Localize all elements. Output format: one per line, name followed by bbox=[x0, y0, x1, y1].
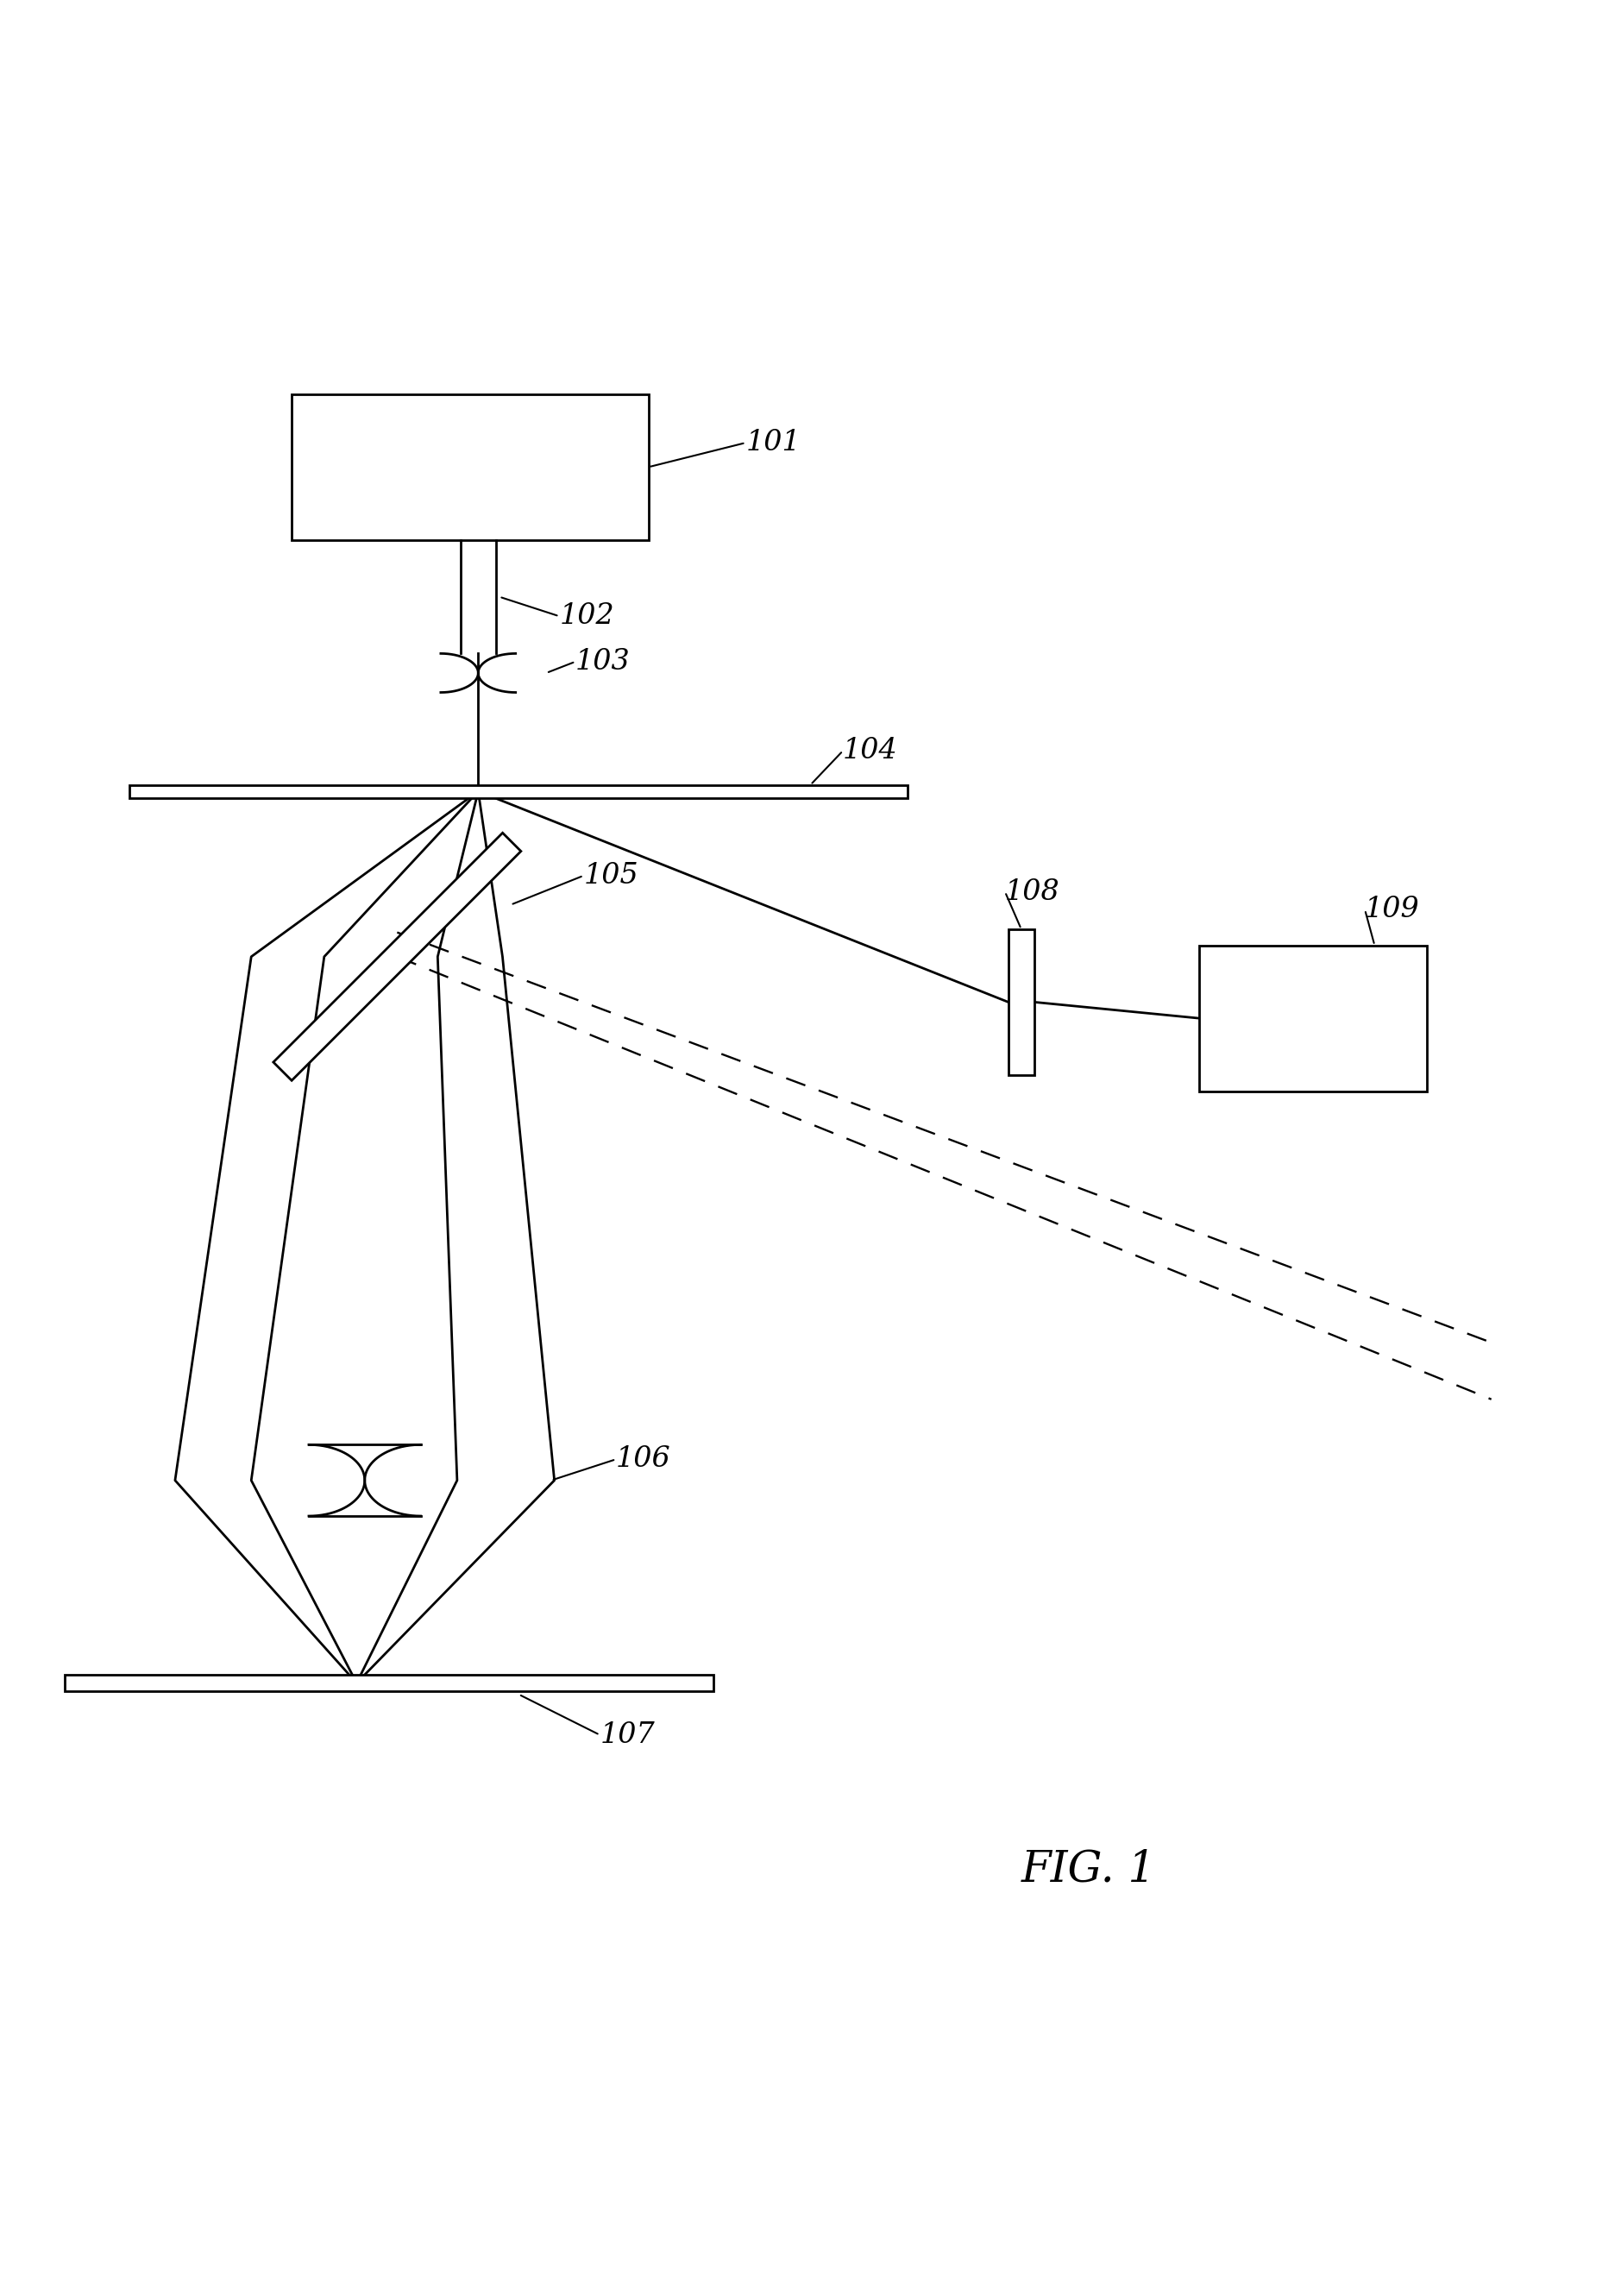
Text: 101: 101 bbox=[746, 429, 801, 457]
Bar bbox=[130, 785, 908, 797]
Text: 105: 105 bbox=[584, 861, 639, 889]
Text: 106: 106 bbox=[616, 1446, 671, 1474]
Text: 103: 103 bbox=[575, 647, 631, 675]
Bar bbox=[1008, 930, 1034, 1075]
Bar bbox=[65, 1674, 713, 1692]
Text: 109: 109 bbox=[1365, 895, 1420, 923]
Text: FIG. 1: FIG. 1 bbox=[1021, 1848, 1156, 1892]
Text: 107: 107 bbox=[600, 1722, 655, 1750]
Text: 104: 104 bbox=[843, 737, 898, 765]
Bar bbox=[1200, 946, 1426, 1091]
Text: 102: 102 bbox=[559, 602, 614, 629]
Bar bbox=[292, 395, 648, 540]
Text: 108: 108 bbox=[1005, 877, 1060, 905]
Polygon shape bbox=[274, 833, 520, 1081]
